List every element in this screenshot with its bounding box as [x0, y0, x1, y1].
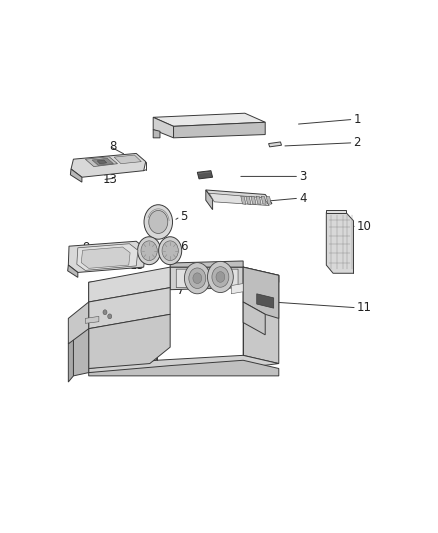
Polygon shape — [71, 169, 82, 182]
Circle shape — [162, 241, 178, 261]
Polygon shape — [88, 288, 170, 329]
Text: 11: 11 — [357, 301, 372, 314]
Polygon shape — [153, 113, 265, 126]
Polygon shape — [257, 294, 274, 308]
Circle shape — [193, 273, 202, 284]
Polygon shape — [74, 329, 88, 376]
Circle shape — [141, 241, 157, 261]
Circle shape — [149, 211, 168, 233]
Polygon shape — [206, 190, 272, 204]
Polygon shape — [68, 241, 146, 272]
Circle shape — [103, 310, 107, 314]
Text: 6: 6 — [180, 240, 188, 253]
Circle shape — [138, 237, 161, 265]
Text: 7: 7 — [177, 284, 184, 297]
Text: 9: 9 — [82, 240, 89, 254]
Text: 4: 4 — [299, 192, 307, 205]
Circle shape — [159, 237, 182, 265]
Polygon shape — [88, 356, 279, 373]
Polygon shape — [71, 154, 146, 177]
Text: 3: 3 — [299, 170, 307, 183]
Text: 10: 10 — [357, 220, 372, 232]
Text: 1: 1 — [353, 113, 361, 126]
Polygon shape — [85, 317, 99, 324]
Circle shape — [208, 261, 233, 293]
Polygon shape — [261, 196, 266, 204]
Polygon shape — [268, 142, 282, 147]
Polygon shape — [156, 267, 279, 282]
Polygon shape — [206, 190, 212, 209]
Polygon shape — [266, 196, 271, 204]
Polygon shape — [176, 269, 238, 288]
Text: 2: 2 — [353, 136, 361, 149]
Polygon shape — [88, 267, 170, 302]
Polygon shape — [85, 157, 117, 166]
Polygon shape — [88, 314, 170, 368]
Polygon shape — [241, 196, 246, 204]
Polygon shape — [209, 193, 269, 206]
Polygon shape — [153, 130, 160, 138]
Text: 13: 13 — [102, 173, 117, 186]
Polygon shape — [170, 261, 243, 267]
Polygon shape — [170, 267, 243, 290]
Polygon shape — [256, 196, 261, 204]
Polygon shape — [326, 213, 353, 273]
Polygon shape — [81, 247, 130, 268]
Circle shape — [184, 263, 210, 294]
Text: 13: 13 — [130, 260, 144, 272]
Polygon shape — [114, 155, 141, 164]
Circle shape — [144, 205, 173, 239]
Circle shape — [216, 272, 225, 282]
Polygon shape — [77, 244, 138, 270]
Polygon shape — [326, 209, 346, 213]
Polygon shape — [243, 267, 279, 318]
Polygon shape — [153, 117, 173, 138]
Polygon shape — [243, 302, 265, 335]
Circle shape — [108, 314, 112, 319]
Polygon shape — [97, 160, 107, 164]
Polygon shape — [243, 267, 279, 364]
Polygon shape — [92, 158, 113, 165]
Text: 5: 5 — [180, 210, 188, 223]
Polygon shape — [251, 196, 256, 204]
Polygon shape — [68, 334, 74, 382]
Polygon shape — [88, 360, 279, 376]
Polygon shape — [67, 265, 78, 277]
Polygon shape — [246, 196, 251, 204]
Circle shape — [212, 266, 229, 287]
Circle shape — [189, 268, 206, 288]
Polygon shape — [68, 302, 88, 344]
Polygon shape — [173, 122, 265, 138]
Text: 8: 8 — [109, 140, 117, 152]
Polygon shape — [197, 171, 212, 179]
Polygon shape — [88, 274, 156, 368]
Polygon shape — [231, 284, 243, 294]
